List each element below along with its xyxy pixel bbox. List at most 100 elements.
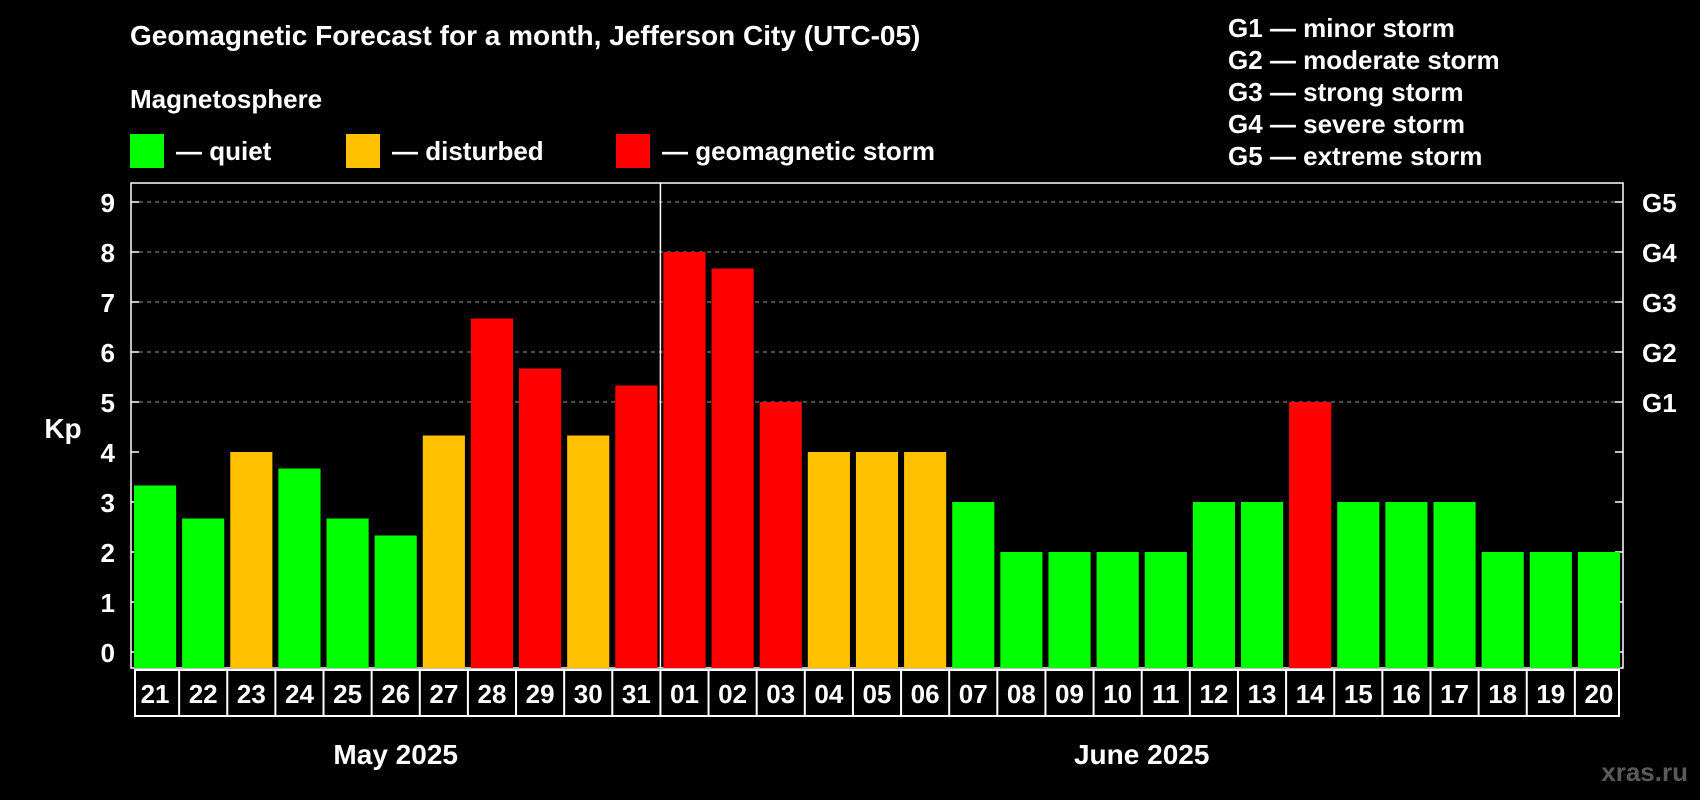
date-axis-box bbox=[134, 669, 1620, 717]
date-label-19: 19 bbox=[1536, 679, 1565, 709]
bar-14 bbox=[1289, 402, 1332, 668]
date-label-13: 13 bbox=[1248, 679, 1277, 709]
date-label-27: 27 bbox=[429, 679, 458, 709]
bar-15 bbox=[1337, 502, 1380, 668]
date-label-08: 08 bbox=[1007, 679, 1036, 709]
legend-label-disturbed: — disturbed bbox=[392, 135, 544, 166]
storm-scale-g1: G1 — minor storm bbox=[1228, 13, 1455, 43]
storm-scale-legend: G1 — minor storm G2 — moderate storm G3 … bbox=[1228, 12, 1500, 172]
bar-29 bbox=[519, 368, 562, 668]
magnetosphere-heading: Magnetosphere bbox=[130, 84, 323, 114]
bar-11 bbox=[1144, 552, 1187, 668]
bar-05 bbox=[855, 452, 899, 668]
storm-scale-g3: G3 — strong storm bbox=[1228, 77, 1464, 107]
right-axis-label-g2: G2 bbox=[1642, 338, 1677, 368]
y-tick-label: 0 bbox=[101, 638, 115, 668]
bar-13 bbox=[1240, 502, 1284, 668]
date-label-15: 15 bbox=[1344, 679, 1373, 709]
legend-item-quiet: — quiet bbox=[130, 134, 271, 168]
chart-title: Geomagnetic Forecast for a month, Jeffer… bbox=[130, 20, 921, 51]
bar-06 bbox=[904, 452, 947, 668]
bar-01 bbox=[663, 252, 706, 668]
date-label-02: 02 bbox=[718, 679, 747, 709]
y-tick-label: 9 bbox=[101, 188, 115, 218]
bar-10 bbox=[1096, 552, 1139, 668]
date-label-24: 24 bbox=[285, 679, 314, 709]
date-label-16: 16 bbox=[1392, 679, 1421, 709]
date-label-28: 28 bbox=[478, 679, 507, 709]
bar-21 bbox=[134, 485, 177, 668]
legend-swatch-storm bbox=[616, 134, 650, 168]
bar-08 bbox=[1000, 552, 1043, 668]
date-label-29: 29 bbox=[526, 679, 555, 709]
legend-label-quiet: — quiet bbox=[176, 135, 272, 166]
date-label-05: 05 bbox=[863, 679, 892, 709]
date-label-01: 01 bbox=[670, 679, 699, 709]
legend-swatch-disturbed bbox=[346, 134, 380, 168]
bar-19 bbox=[1529, 552, 1572, 668]
bar-26 bbox=[374, 535, 417, 668]
bar-27 bbox=[422, 435, 465, 668]
bar-24 bbox=[278, 468, 321, 668]
bar-12 bbox=[1192, 502, 1235, 668]
month-label: June 2025 bbox=[1074, 739, 1209, 770]
date-label-14: 14 bbox=[1296, 679, 1325, 709]
bar-09 bbox=[1048, 552, 1091, 668]
date-label-31: 31 bbox=[622, 679, 651, 709]
date-label-18: 18 bbox=[1488, 679, 1517, 709]
watermark: xras.ru bbox=[1601, 757, 1688, 787]
right-axis-label-g1: G1 bbox=[1642, 388, 1677, 418]
bar-20 bbox=[1577, 552, 1620, 668]
right-axis-label-g3: G3 bbox=[1642, 288, 1677, 318]
date-label-11: 11 bbox=[1152, 679, 1180, 709]
y-tick-label: 6 bbox=[101, 338, 115, 368]
bar-25 bbox=[326, 518, 369, 668]
legend-label-storm: — geomagnetic storm bbox=[662, 135, 936, 166]
bar-16 bbox=[1385, 502, 1428, 668]
bar-30 bbox=[567, 435, 610, 668]
bar-07 bbox=[952, 502, 995, 668]
storm-scale-g5: G5 — extreme storm bbox=[1228, 141, 1483, 171]
bar-31 bbox=[615, 385, 658, 668]
bar-04 bbox=[807, 452, 850, 668]
right-axis-label-g4: G4 bbox=[1642, 238, 1677, 268]
date-label-12: 12 bbox=[1199, 679, 1228, 709]
y-tick-label: 1 bbox=[101, 588, 115, 618]
date-label-30: 30 bbox=[574, 679, 603, 709]
y-tick-label: 8 bbox=[101, 238, 115, 268]
date-label-06: 06 bbox=[911, 679, 940, 709]
bar-23 bbox=[230, 452, 273, 668]
date-label-23: 23 bbox=[237, 679, 266, 709]
date-label-09: 09 bbox=[1055, 679, 1084, 709]
date-label-10: 10 bbox=[1103, 679, 1132, 709]
date-label-25: 25 bbox=[333, 679, 362, 709]
storm-scale-g4: G4 — severe storm bbox=[1228, 109, 1466, 139]
bar-18 bbox=[1481, 552, 1524, 668]
date-label-03: 03 bbox=[766, 679, 795, 709]
date-label-07: 07 bbox=[959, 679, 988, 709]
y-tick-label: 3 bbox=[101, 488, 115, 518]
legend-item-storm: — geomagnetic storm bbox=[616, 134, 935, 168]
date-label-21: 21 bbox=[141, 679, 170, 709]
y-tick-label: 2 bbox=[101, 538, 115, 568]
date-label-04: 04 bbox=[814, 679, 843, 709]
right-axis-label-g5: G5 bbox=[1642, 188, 1677, 218]
bar-22 bbox=[182, 518, 225, 668]
storm-scale-g2: G2 — moderate storm bbox=[1228, 45, 1500, 75]
legend-item-disturbed: — disturbed bbox=[346, 134, 544, 168]
y-tick-label: 4 bbox=[101, 438, 116, 468]
month-label: May 2025 bbox=[333, 739, 458, 770]
date-label-20: 20 bbox=[1584, 679, 1613, 709]
bar-02 bbox=[711, 268, 754, 668]
bar-03 bbox=[759, 402, 802, 668]
date-label-22: 22 bbox=[189, 679, 218, 709]
y-tick-label: 7 bbox=[101, 288, 115, 318]
date-label-17: 17 bbox=[1440, 679, 1469, 709]
bar-28 bbox=[470, 318, 514, 668]
date-label-26: 26 bbox=[381, 679, 410, 709]
y-tick-label: 5 bbox=[101, 388, 115, 418]
legend-swatch-quiet bbox=[130, 134, 164, 168]
y-axis-label: Kp bbox=[44, 413, 81, 444]
bar-17 bbox=[1433, 502, 1476, 668]
